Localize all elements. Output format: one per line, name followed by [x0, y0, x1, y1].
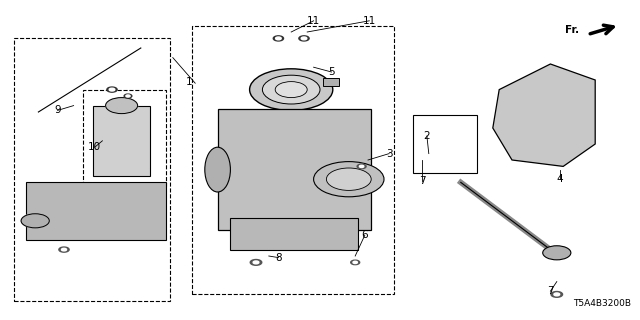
Bar — [93, 106, 150, 176]
Ellipse shape — [205, 147, 230, 192]
Text: 4: 4 — [557, 174, 563, 184]
Bar — [14, 38, 170, 301]
Text: 8: 8 — [275, 252, 282, 263]
Circle shape — [250, 260, 262, 265]
Text: 7: 7 — [547, 286, 554, 296]
Circle shape — [21, 214, 49, 228]
Bar — [83, 90, 166, 186]
Text: 2: 2 — [424, 131, 430, 141]
Circle shape — [107, 87, 117, 92]
Circle shape — [351, 260, 360, 265]
Circle shape — [262, 75, 320, 104]
Circle shape — [61, 248, 67, 251]
Text: 6: 6 — [362, 230, 368, 240]
Circle shape — [250, 69, 333, 110]
Bar — [26, 182, 166, 240]
Circle shape — [301, 37, 307, 40]
Circle shape — [106, 98, 138, 114]
Circle shape — [109, 88, 115, 91]
Text: T5A4B3200B: T5A4B3200B — [573, 300, 630, 308]
Circle shape — [326, 168, 371, 190]
Bar — [413, 115, 477, 173]
Text: 1: 1 — [186, 76, 192, 87]
Circle shape — [275, 82, 307, 98]
Text: 9: 9 — [54, 105, 61, 116]
Circle shape — [353, 261, 358, 264]
Circle shape — [124, 94, 132, 98]
Circle shape — [273, 36, 284, 41]
Circle shape — [314, 162, 384, 197]
Text: 11: 11 — [307, 16, 320, 26]
Circle shape — [543, 246, 571, 260]
Bar — [323, 78, 339, 86]
Text: 11: 11 — [363, 16, 376, 26]
Text: Fr.: Fr. — [565, 25, 579, 36]
Polygon shape — [493, 64, 595, 166]
Bar — [218, 109, 371, 230]
Circle shape — [253, 261, 259, 264]
Bar — [192, 26, 394, 294]
Circle shape — [276, 37, 281, 40]
Circle shape — [357, 164, 366, 169]
Circle shape — [551, 292, 563, 297]
Bar — [230, 218, 358, 250]
Circle shape — [359, 165, 364, 168]
Text: 5: 5 — [328, 67, 335, 77]
Text: 10: 10 — [88, 142, 101, 152]
Circle shape — [299, 36, 309, 41]
Circle shape — [126, 95, 130, 97]
Text: 3: 3 — [386, 148, 392, 159]
Circle shape — [59, 247, 69, 252]
Text: 7: 7 — [419, 176, 426, 186]
Circle shape — [554, 293, 559, 296]
